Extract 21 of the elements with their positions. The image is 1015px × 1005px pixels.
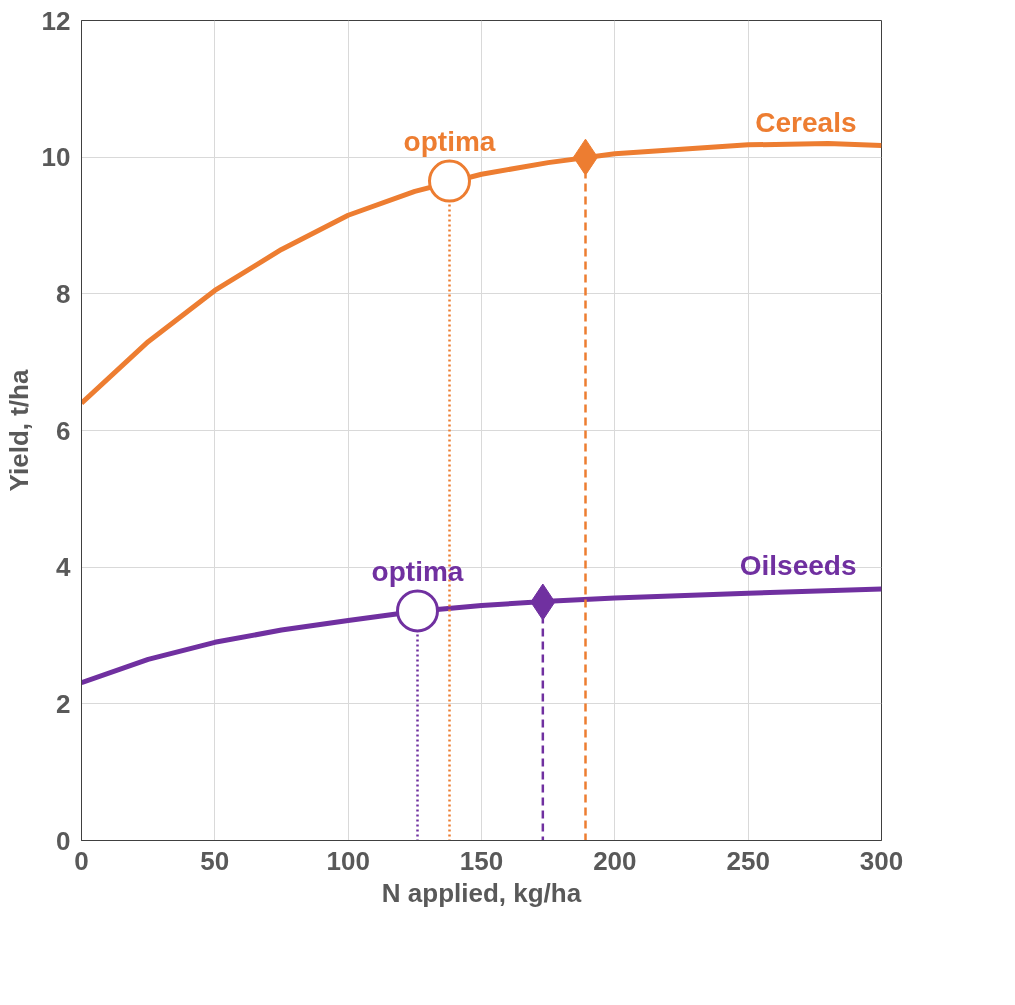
annotation: optima xyxy=(403,126,496,158)
y-tick-label: 12 xyxy=(41,5,71,36)
x-tick-label: 100 xyxy=(326,845,370,876)
x-axis-title: N applied, kg/ha xyxy=(381,877,582,908)
x-tick-label: 300 xyxy=(859,845,904,876)
x-tick-label: 50 xyxy=(200,845,230,876)
y-tick-label: 4 xyxy=(56,552,72,583)
point xyxy=(396,589,439,633)
y-tick-label: 8 xyxy=(56,278,71,309)
series-label: Oilseeds xyxy=(739,550,857,582)
series-label: Cereals xyxy=(755,106,857,138)
point xyxy=(428,159,471,203)
y-tick-label: 6 xyxy=(56,415,71,446)
y-tick-label: 2 xyxy=(56,688,71,719)
x-tick-label: 200 xyxy=(593,845,637,876)
annotation: optima xyxy=(371,555,464,587)
y-axis-title: Yield, t/ha xyxy=(3,369,34,492)
x-tick-label: 250 xyxy=(726,845,770,876)
y-tick-label: 10 xyxy=(41,142,71,173)
y-tick-label: 0 xyxy=(56,825,71,856)
x-tick-label: 150 xyxy=(459,845,504,876)
